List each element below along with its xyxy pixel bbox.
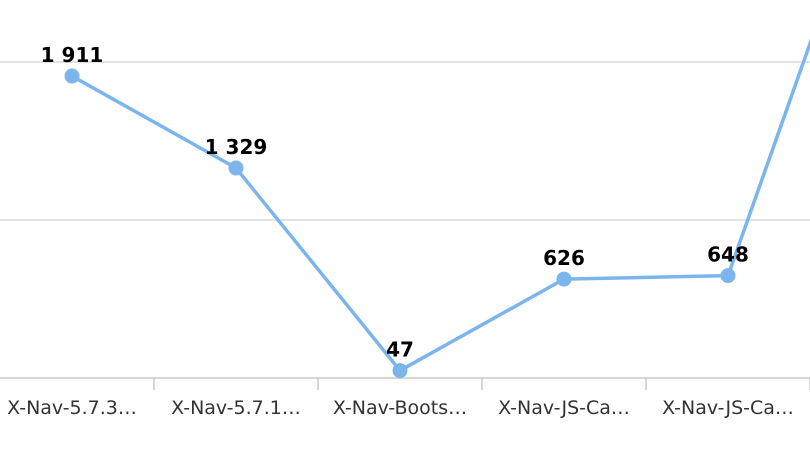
- data-label: 1 911: [41, 43, 104, 67]
- data-label: 648: [707, 243, 749, 267]
- data-point[interactable]: [228, 160, 244, 176]
- series: [64, 38, 810, 379]
- data-label: 47: [386, 338, 414, 362]
- x-tick-label: X-Nav-5.7.3…: [7, 397, 137, 419]
- data-label: 1 329: [205, 135, 268, 159]
- x-axis: X-Nav-5.7.3… X-Nav-5.7.1… X-Nav-Boots… X-Na…: [0, 377, 810, 419]
- data-label: 626: [543, 246, 585, 270]
- x-tick-label: X-Nav-5.7.1…: [171, 397, 301, 419]
- data-point[interactable]: [556, 271, 572, 287]
- x-tick-label: X-Nav-Boots…: [333, 397, 467, 419]
- gridlines: [0, 61, 810, 221]
- data-labels: 1 911 1 329 47 626 648: [41, 43, 749, 362]
- data-point[interactable]: [64, 68, 80, 84]
- series-line: [70, 38, 810, 373]
- x-tick-label: X-Nav-JS-Ca…: [662, 397, 794, 419]
- data-point[interactable]: [392, 363, 408, 379]
- data-point[interactable]: [720, 268, 736, 284]
- x-tick-label: X-Nav-JS-Ca…: [498, 397, 630, 419]
